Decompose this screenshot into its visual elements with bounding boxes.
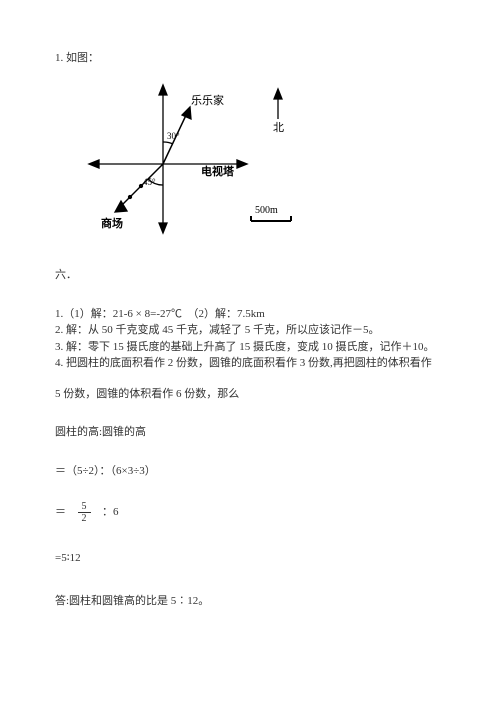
- answer-line-4b: 5 份数，圆锥的体积看作 6 份数，那么: [55, 386, 445, 403]
- fraction-den: 2: [78, 513, 91, 524]
- section-six-heading: 六．: [55, 267, 445, 284]
- equals-sign: ＝: [55, 506, 66, 518]
- final-answer: 答:圆柱和圆锥高的比是 5∶12。: [55, 593, 445, 610]
- ratio-step-2: ＝ 5 2 ：6: [55, 501, 445, 524]
- label-lele: 乐乐家: [191, 93, 224, 107]
- angle-45: 45°: [143, 177, 156, 187]
- label-mall: 商场: [101, 216, 123, 230]
- ratio-step-1: ＝（5÷2）：（6×3÷3）: [55, 463, 445, 480]
- answer-line-4a: 4. 把圆柱的底面积看作 2 份数，圆锥的底面积看作 3 份数,再把圆柱的体积看…: [55, 355, 445, 372]
- question-1-label: 1. 如图：: [55, 50, 445, 67]
- answer-line-3: 3. 解：零下 15 摄氏度的基础上升高了 15 摄氏度，变成 10 摄氏度，记…: [55, 339, 445, 356]
- ratio-tail: ：6: [102, 506, 119, 518]
- fraction-5-2: 5 2: [78, 501, 91, 524]
- ratio-heading: 圆柱的高:圆锥的高: [55, 424, 445, 441]
- fraction-num: 5: [78, 501, 91, 513]
- answer-line-1: 1.（1）解：21-6 × 8=-27℃ （2）解：7.5km: [55, 306, 445, 323]
- diagram: 乐乐家 北 30° 45° 电视塔 商场 500m: [83, 79, 445, 250]
- ratio-step-3: =5∶12: [55, 550, 445, 567]
- label-tv: 电视塔: [201, 164, 235, 178]
- answer-line-2: 2. 解：从 50 千克变成 45 千克，减轻了 5 千克，所以应该记作－5。: [55, 322, 445, 339]
- label-north: 北: [273, 121, 284, 134]
- angle-30: 30°: [167, 131, 180, 141]
- scale-label: 500m: [255, 205, 278, 216]
